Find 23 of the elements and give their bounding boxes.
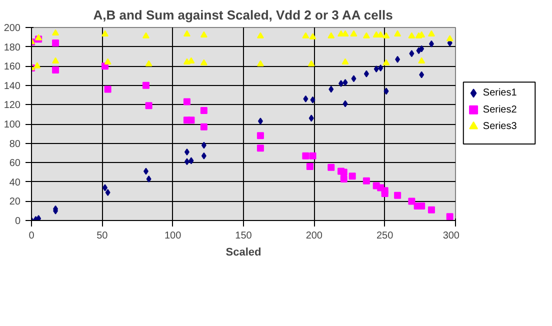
y-tick-label: 40 bbox=[9, 177, 21, 188]
y-tick-label: 0 bbox=[14, 216, 21, 227]
y-tick-label: 20 bbox=[9, 196, 21, 208]
x-tick-label: 100 bbox=[164, 230, 182, 242]
legend-label: Series2 bbox=[482, 104, 518, 116]
y-tick-label: 140 bbox=[4, 80, 21, 92]
x-tick-label: 300 bbox=[442, 230, 460, 242]
x-tick-label: 250 bbox=[376, 230, 394, 242]
x-tick-label: 0 bbox=[28, 230, 35, 242]
x-axis-title: Scaled bbox=[226, 246, 262, 258]
y-tick-label: 180 bbox=[4, 42, 21, 54]
x-tick-label: 200 bbox=[306, 230, 323, 242]
x-tick-label: 150 bbox=[235, 230, 252, 242]
legend-label: Series1 bbox=[482, 88, 518, 99]
legend-label: Series3 bbox=[482, 120, 518, 132]
y-tick-label: 60 bbox=[9, 158, 21, 170]
y-tick-label: 120 bbox=[4, 100, 21, 112]
y-tick-label: 80 bbox=[9, 138, 21, 150]
y-tick-label: 200 bbox=[4, 23, 21, 34]
y-tick-label: 160 bbox=[4, 62, 21, 73]
chart-title: A,B and Sum against Scaled, Vdd 2 or 3 AA cells bbox=[93, 8, 393, 22]
x-tick-label: 50 bbox=[96, 230, 108, 242]
y-tick-label: 100 bbox=[4, 120, 21, 130]
